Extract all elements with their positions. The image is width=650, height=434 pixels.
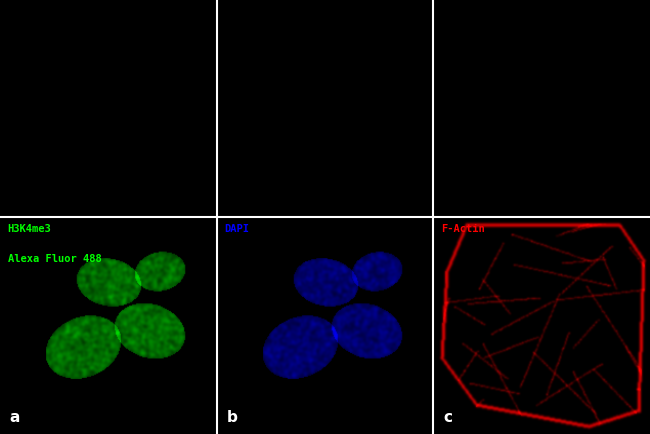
Text: DAPI: DAPI [224,224,250,234]
Text: H3K4me3: H3K4me3 [8,224,51,234]
Text: F-Actin: F-Actin [441,224,485,234]
Text: a: a [10,410,20,424]
Text: b: b [227,410,237,424]
Text: c: c [443,410,452,424]
Text: Alexa Fluor 488: Alexa Fluor 488 [8,254,101,264]
